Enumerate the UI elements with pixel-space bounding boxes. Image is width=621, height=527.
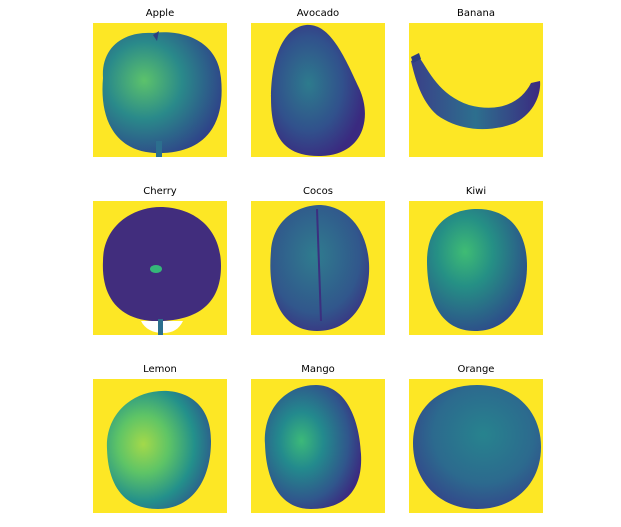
lemon-image bbox=[93, 379, 227, 513]
kiwi-image bbox=[409, 201, 543, 335]
avocado-image bbox=[251, 23, 385, 157]
panel-title: Lemon bbox=[143, 364, 177, 375]
panel-title: Apple bbox=[145, 8, 175, 19]
mango-image bbox=[251, 379, 385, 513]
orange-image bbox=[409, 379, 543, 513]
banana-image bbox=[409, 23, 543, 157]
cocos-image bbox=[251, 201, 385, 335]
panel-title: Kiwi bbox=[465, 186, 487, 197]
panel-title: Cocos bbox=[303, 186, 333, 197]
panel-title: Banana bbox=[457, 8, 495, 19]
cherry-image bbox=[93, 201, 227, 335]
apple-image bbox=[93, 23, 227, 157]
panel-title: Orange bbox=[457, 364, 495, 375]
panel-title: Mango bbox=[301, 364, 335, 375]
panel-title: Avocado bbox=[296, 8, 340, 19]
panel-title: Cherry bbox=[143, 186, 177, 197]
